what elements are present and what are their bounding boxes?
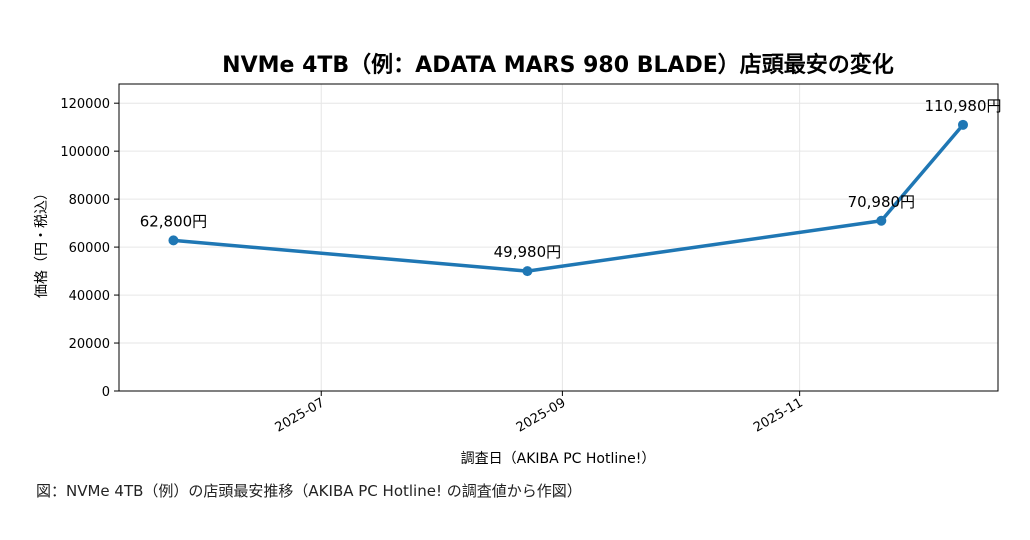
- y-tick-label: 20000: [69, 337, 110, 352]
- data-point: [168, 235, 179, 246]
- data-label: 110,980円: [924, 97, 1001, 115]
- y-tick-label: 80000: [69, 193, 110, 208]
- y-tick-label: 60000: [69, 241, 110, 256]
- price-line-chart: NVMe 4TB（例：ADATA MARS 980 BLADE）店頭最安の変化 …: [34, 52, 1002, 467]
- y-tick-label: 120000: [60, 97, 110, 112]
- grid-layer: [119, 84, 998, 392]
- data-label: 49,980円: [494, 243, 562, 261]
- plot-frame: [118, 83, 999, 392]
- y-tick-label: 40000: [69, 289, 110, 304]
- y-tick-label: 0: [102, 385, 110, 400]
- data-label: 62,800円: [140, 212, 208, 230]
- y-axis-label: 価格（円・税込）: [34, 186, 50, 298]
- x-tick-label: 2025-09: [514, 395, 569, 435]
- data-point: [522, 266, 533, 277]
- figure-caption: 図：NVMe 4TB（例）の店頭最安推移（AKIBA PC Hotline! の…: [36, 482, 582, 500]
- x-axis-label: 調査日（AKIBA PC Hotline!）: [461, 451, 656, 467]
- y-tick-label: 100000: [60, 145, 110, 160]
- data-label: 70,980円: [848, 193, 916, 211]
- chart-title: NVMe 4TB（例：ADATA MARS 980 BLADE）店頭最安の変化: [222, 52, 894, 78]
- series-layer: 62,800円 49,980円 70,980円 110,980円: [140, 97, 1002, 277]
- data-point: [876, 215, 887, 226]
- series-line: [173, 123, 965, 273]
- x-tick-label: 2025-07: [273, 395, 328, 435]
- axis-layer: 0 20000 40000 60000 80000 100000 120000 2025-07…: [60, 97, 805, 435]
- data-point: [957, 119, 968, 130]
- x-tick-label: 2025-11: [751, 395, 806, 435]
